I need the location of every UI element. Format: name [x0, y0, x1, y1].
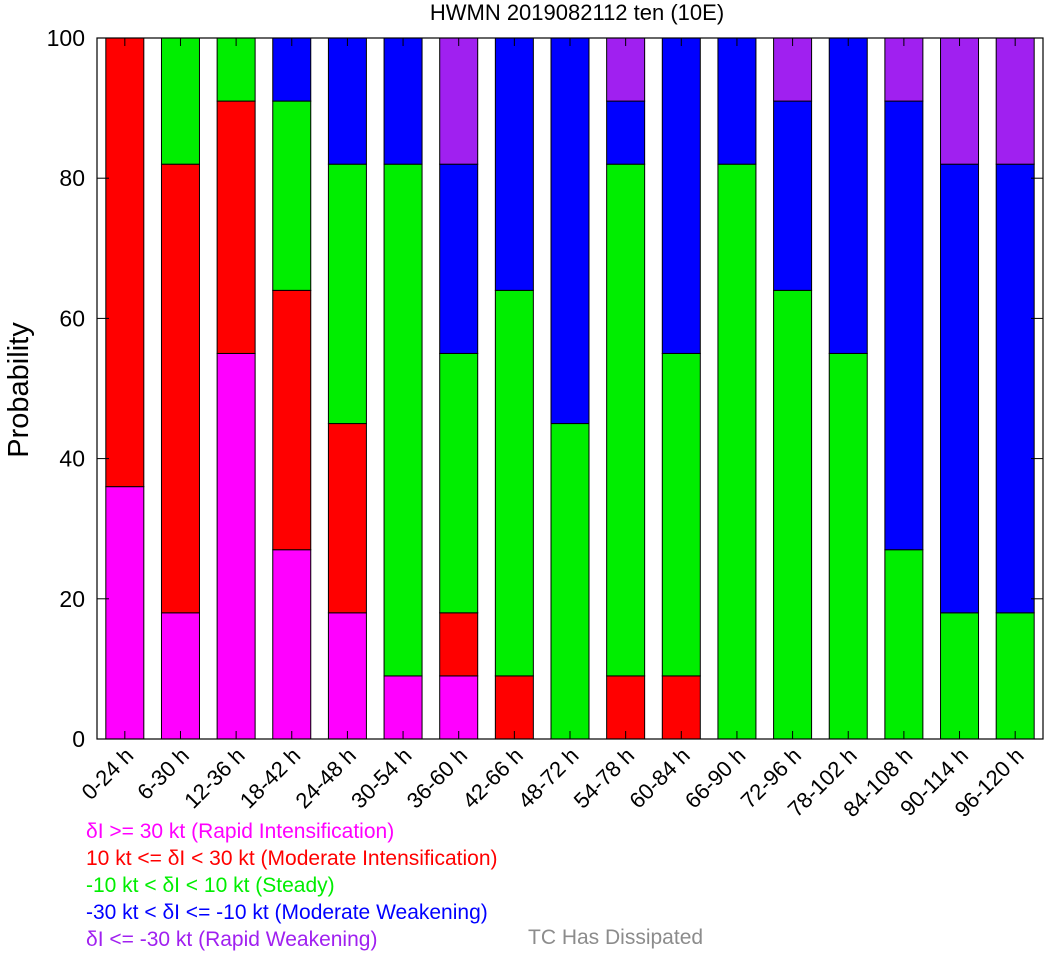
bar-segment-mw-14 — [884, 100, 924, 551]
bar-segment-mi-4 — [327, 423, 367, 614]
bar-segment-mw-15 — [940, 163, 980, 614]
bar-segment-st-5 — [383, 163, 423, 677]
bar-segment-mw-13 — [828, 37, 868, 354]
bar-segment-rw-16 — [995, 37, 1035, 165]
bar-segment-st-14 — [884, 549, 924, 740]
y-tick-label: 100 — [47, 25, 85, 51]
bar-segment-mi-1 — [160, 163, 200, 614]
bar-segment-st-3 — [272, 100, 312, 291]
bar-segment-mw-11 — [717, 37, 757, 165]
bar-segment-ri-1 — [160, 612, 200, 740]
bar-segment-ri-5 — [383, 675, 423, 740]
bar-segment-mi-10 — [661, 675, 701, 740]
bar-segment-ri-2 — [216, 352, 256, 740]
bar-segment-st-15 — [940, 612, 980, 740]
bar-segment-ri-6 — [439, 675, 479, 740]
plot-frame — [96, 37, 1044, 740]
bar-segment-st-1 — [160, 37, 200, 165]
x-tick-label: 36-60 h — [402, 743, 472, 813]
bar-segment-mi-9 — [606, 675, 646, 740]
x-tick-label: 18-42 h — [235, 743, 305, 813]
bar-segment-st-11 — [717, 163, 757, 740]
bar-segment-st-4 — [327, 163, 367, 425]
bars-group — [105, 37, 1035, 740]
y-tick-label: 40 — [59, 446, 85, 472]
legend-entry-moderate-weakening: -30 kt < δI <= -10 kt (Moderate Weakenin… — [86, 901, 488, 924]
bar-segment-mw-8 — [550, 37, 590, 425]
bar-segment-st-8 — [550, 423, 590, 740]
bar-segment-st-2 — [216, 37, 256, 102]
x-tick-label: 48-72 h — [513, 743, 583, 813]
y-tick-label: 60 — [59, 305, 85, 331]
legend-entry-tc-dissipated: TC Has Dissipated — [528, 926, 704, 949]
bar-segment-st-13 — [828, 352, 868, 740]
bar-segment-mw-4 — [327, 37, 367, 165]
bar-segment-mw-3 — [272, 37, 312, 102]
bar-segment-st-12 — [773, 289, 813, 740]
bar-segment-rw-14 — [884, 37, 924, 102]
y-axis-label: Probability — [3, 322, 35, 458]
bar-segment-rw-9 — [606, 37, 646, 102]
y-tick-label: 80 — [59, 165, 85, 191]
bar-segment-st-6 — [439, 352, 479, 614]
bar-segment-st-7 — [494, 289, 534, 677]
bar-segment-mi-2 — [216, 100, 256, 354]
legend-entry-steady: -10 kt < δI < 10 kt (Steady) — [86, 874, 335, 897]
bar-segment-ri-4 — [327, 612, 367, 740]
bar-segment-st-9 — [606, 163, 646, 677]
x-tick-label: 24-48 h — [291, 743, 361, 813]
x-tick-label: 60-84 h — [624, 743, 694, 813]
bar-segment-mw-9 — [606, 100, 646, 165]
bar-segment-mi-3 — [272, 289, 312, 551]
bar-segment-ri-0 — [105, 486, 145, 740]
bar-segment-mw-16 — [995, 163, 1035, 614]
x-tick-label: 30-54 h — [346, 743, 416, 813]
chart-title: HWMN 2019082112 ten (10E) — [430, 0, 724, 25]
legend: δI >= 30 kt (Rapid Intensification) 10 k… — [86, 818, 498, 953]
legend-entry-rapid-weakening: δI <= -30 kt (Rapid Weakening) — [86, 928, 378, 951]
x-tick-label: 12-36 h — [179, 743, 249, 813]
x-tick-label: 66-90 h — [680, 743, 750, 813]
bar-segment-rw-12 — [773, 37, 813, 102]
bar-segment-mw-5 — [383, 37, 423, 165]
bar-segment-rw-15 — [940, 37, 980, 165]
bar-segment-mi-7 — [494, 675, 534, 740]
bar-segment-st-10 — [661, 352, 701, 677]
bar-segment-mw-10 — [661, 37, 701, 354]
bar-segment-mw-7 — [494, 37, 534, 291]
bar-segment-ri-3 — [272, 549, 312, 740]
bar-segment-mw-6 — [439, 163, 479, 354]
legend-entry-moderate-intensification: 10 kt <= δI < 30 kt (Moderate Intensific… — [86, 847, 498, 870]
y-tick-label: 20 — [59, 586, 85, 612]
x-tick-label: 42-66 h — [457, 743, 527, 813]
bar-segment-mi-6 — [439, 612, 479, 677]
x-tick-label: 54-78 h — [569, 743, 639, 813]
y-tick-label: 0 — [72, 726, 85, 752]
legend-entry-rapid-intensification: δI >= 30 kt (Rapid Intensification) — [86, 820, 395, 843]
x-tick-label: 0-24 h — [77, 743, 139, 805]
bar-segment-st-16 — [995, 612, 1035, 740]
bar-segment-mi-0 — [105, 37, 145, 488]
bar-segment-mw-12 — [773, 100, 813, 291]
bar-segment-rw-6 — [439, 37, 479, 165]
